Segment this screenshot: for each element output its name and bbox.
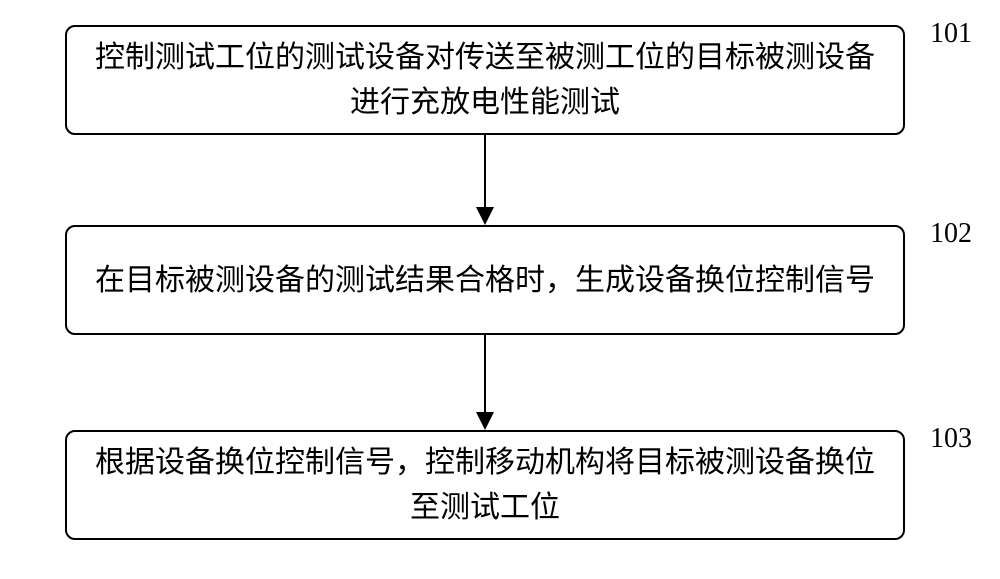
flow-node-text: 根据设备换位控制信号，控制移动机构将目标被测设备换位至测试工位 <box>87 440 883 530</box>
flow-node-label: 101 <box>930 18 972 50</box>
flow-node: 控制测试工位的测试设备对传送至被测工位的目标被测设备进行充放电性能测试 <box>65 25 905 135</box>
flowchart-canvas: 控制测试工位的测试设备对传送至被测工位的目标被测设备进行充放电性能测试 101 在目… <box>0 0 1000 579</box>
flow-arrow <box>470 135 500 225</box>
flow-node: 根据设备换位控制信号，控制移动机构将目标被测设备换位至测试工位 <box>65 430 905 540</box>
flow-node-text: 控制测试工位的测试设备对传送至被测工位的目标被测设备进行充放电性能测试 <box>87 35 883 125</box>
flow-arrow <box>470 335 500 430</box>
flow-node-text: 在目标被测设备的测试结果合格时，生成设备换位控制信号 <box>95 258 875 303</box>
flow-node-label: 102 <box>930 218 972 250</box>
flow-node: 在目标被测设备的测试结果合格时，生成设备换位控制信号 <box>65 225 905 335</box>
flow-node-label: 103 <box>930 423 972 455</box>
